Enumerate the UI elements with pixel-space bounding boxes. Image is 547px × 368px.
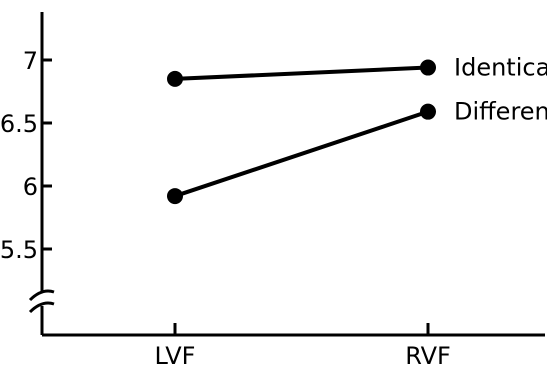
data-point-identical xyxy=(167,70,183,87)
data-point-different xyxy=(420,103,436,120)
series-line-different xyxy=(173,109,430,199)
y-tick-label: 7 xyxy=(23,47,38,75)
y-tick-label: 6.5 xyxy=(0,110,38,138)
y-tick-label: 5.5 xyxy=(0,236,38,264)
series-label-identical: Identical xyxy=(454,54,547,82)
y-tick-label: 6 xyxy=(23,173,38,201)
y-axis-ticks: 5.5 6 6.5 7 xyxy=(0,47,52,264)
x-tick-label: RVF xyxy=(405,342,451,368)
axis-break-mark-upper xyxy=(28,289,55,302)
x-axis-ticks: LVF RVF xyxy=(155,323,451,368)
series-line-identical xyxy=(173,65,430,81)
series-group: Identical Different xyxy=(167,54,547,205)
data-point-identical xyxy=(420,59,436,76)
series-label-different: Different xyxy=(454,98,547,126)
axis-break-mark-lower xyxy=(28,301,55,314)
x-tick-label: LVF xyxy=(155,342,196,368)
data-point-different xyxy=(167,188,183,205)
